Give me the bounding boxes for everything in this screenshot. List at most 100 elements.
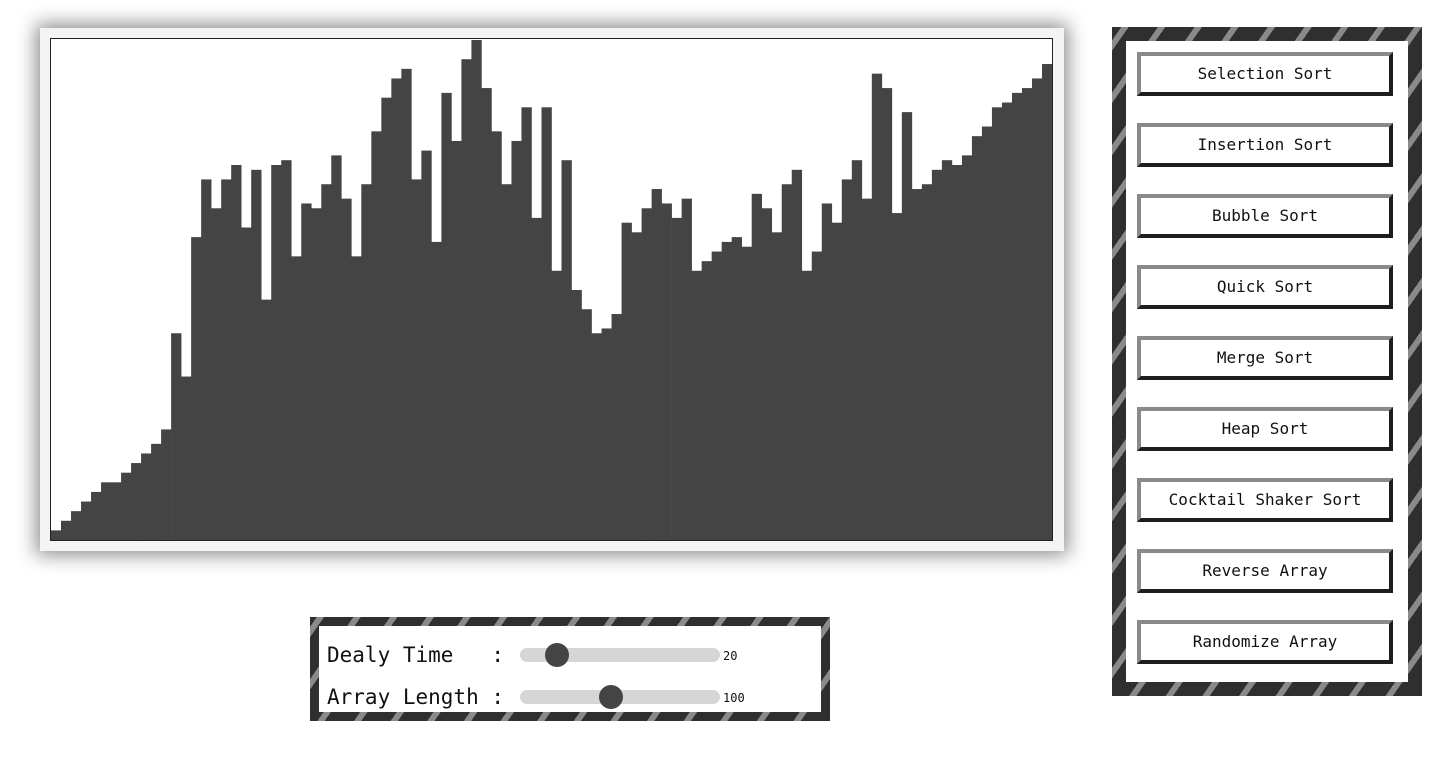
array-bar [171,333,182,540]
array-bar [471,40,482,540]
array-bar [631,232,642,540]
bubble-sort-button[interactable]: Bubble Sort [1137,194,1393,238]
length-value: 100 [723,691,745,705]
randomize-array-button[interactable]: Randomize Array [1137,620,1393,664]
array-bar [351,256,362,540]
heap-sort-button[interactable]: Heap Sort [1137,407,1393,451]
array-bar [811,251,823,540]
array-bar [911,189,923,540]
array-bar [871,73,883,540]
array-bar [451,140,462,540]
control-panel-inner: Dealy Time : 20 Array Length : 100 [319,626,821,712]
array-bar [241,227,252,540]
array-bar [521,107,532,540]
array-bar [191,237,202,540]
array-bar [111,482,122,540]
array-bar [771,232,783,540]
array-bar [901,112,913,540]
array-bar [511,140,522,540]
array-bar [431,241,442,540]
array-bar [401,68,412,540]
array-bar [321,184,332,540]
bars-chart [51,40,1052,540]
array-bar [941,160,953,540]
array-bar [831,222,843,540]
array-bar [271,165,282,540]
array-bar [781,184,793,540]
array-bar [591,333,602,540]
visualizer-frame [40,28,1064,551]
control-panel: Dealy Time : 20 Array Length : 100 [310,617,830,721]
delay-control-row: Dealy Time : 20 [327,640,817,670]
delay-slider-thumb[interactable] [544,643,569,667]
array-bar [931,169,943,540]
length-label: Array Length : [327,685,505,709]
array-bar [341,198,352,540]
array-bar [1031,78,1043,540]
array-bar [411,179,422,540]
array-bar [121,472,132,540]
array-bar [481,88,492,540]
array-bar [1041,64,1052,540]
length-control-row: Array Length : 100 [327,682,817,712]
array-bar [961,155,973,540]
array-bar [1021,88,1033,540]
array-bar [331,155,342,540]
length-slider-thumb[interactable] [599,685,624,709]
array-bar [671,217,682,540]
array-bar [621,222,632,540]
array-bar [61,520,72,540]
array-bar [761,208,773,540]
array-bar [531,217,542,540]
delay-slider[interactable] [520,643,720,667]
array-bar [801,270,813,540]
array-bar [641,208,652,540]
reverse-array-button[interactable]: Reverse Array [1137,549,1393,593]
delay-value: 20 [723,649,738,663]
array-bar [461,59,472,540]
array-bar [851,160,863,540]
array-bar [81,501,92,540]
array-bar [311,208,322,540]
array-bar [551,270,562,540]
array-bar [301,203,312,540]
array-bar [291,256,302,540]
array-bar [921,184,933,540]
array-bar [861,198,873,540]
array-bar [391,78,402,540]
merge-sort-button[interactable]: Merge Sort [1137,336,1393,380]
array-bar [1011,92,1023,540]
array-bar [261,299,272,540]
array-bar [71,511,82,540]
array-bar [281,160,292,540]
array-bar [131,463,142,540]
array-bar [711,251,722,540]
array-bar [381,97,392,540]
array-bar [981,126,993,540]
array-bar [661,203,672,540]
array-bar [101,482,112,540]
array-bar [161,429,172,540]
array-bar [251,169,262,540]
quick-sort-button[interactable]: Quick Sort [1137,265,1393,309]
array-bar [1001,102,1013,540]
array-bar [501,184,512,540]
delay-label: Dealy Time : [327,643,505,667]
algorithm-panel-inner: Selection Sort Insertion Sort Bubble Sor… [1126,41,1408,682]
array-bar [611,314,622,540]
array-bar [91,491,102,540]
insertion-sort-button[interactable]: Insertion Sort [1137,123,1393,167]
array-bar [731,237,742,540]
array-bar [741,246,752,540]
array-bar [841,179,853,540]
selection-sort-button[interactable]: Selection Sort [1137,52,1393,96]
cocktail-shaker-sort-button[interactable]: Cocktail Shaker Sort [1137,478,1393,522]
array-bar [491,131,502,540]
length-slider[interactable] [520,685,720,709]
array-bar [651,189,662,540]
array-bar [581,309,592,540]
algorithm-panel: Selection Sort Insertion Sort Bubble Sor… [1112,27,1422,696]
array-bar [971,136,983,540]
array-bar [201,179,212,540]
array-bar [151,443,162,540]
